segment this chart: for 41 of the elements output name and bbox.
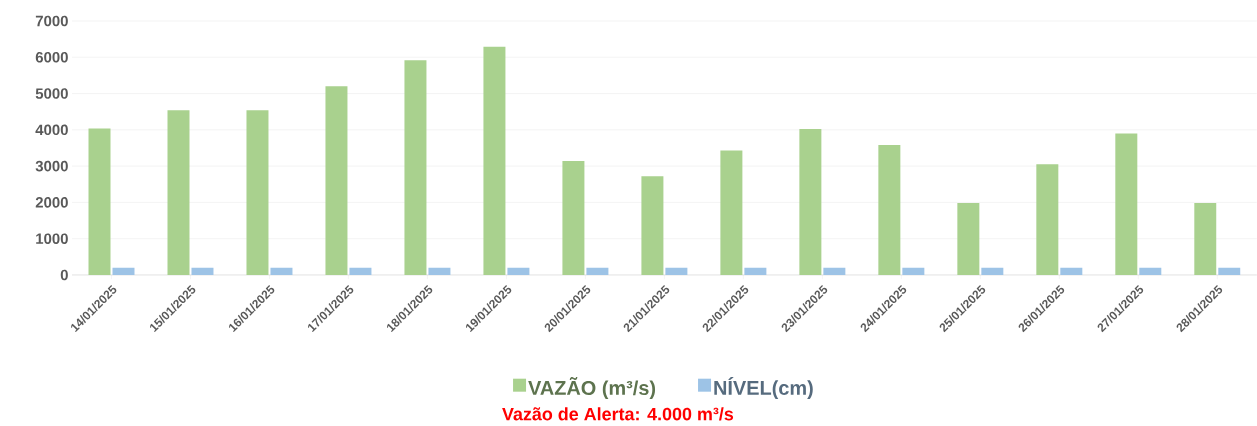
- bar: [1194, 203, 1217, 275]
- bar: [88, 128, 111, 275]
- y-tick-label: 0: [60, 269, 68, 281]
- bar: [1139, 267, 1162, 275]
- bar: [957, 203, 980, 275]
- bar: [744, 267, 767, 275]
- bar: [428, 267, 451, 275]
- bar: [665, 267, 688, 275]
- legend-label: VAZÃO (m³/s): [528, 377, 656, 399]
- bar: [799, 129, 822, 275]
- y-tick-label: 4000: [35, 124, 68, 136]
- y-tick-label: 6000: [35, 52, 68, 63]
- bar: [562, 161, 585, 275]
- bar: [112, 267, 135, 275]
- legend-label: NÍVEL(cm): [714, 377, 813, 399]
- y-tick-label: 2000: [35, 197, 68, 208]
- y-tick-label: 1000: [36, 233, 68, 244]
- bar: [270, 267, 293, 275]
- bar: [878, 145, 901, 275]
- bar: [1060, 267, 1083, 275]
- bar: [1218, 267, 1241, 275]
- text: Vazão de Alerta: 4.000 m³/s: [502, 407, 734, 421]
- bar: [981, 267, 1004, 275]
- bar: [1115, 133, 1138, 275]
- bar: [325, 86, 348, 275]
- y-tick-label: 7000: [35, 15, 68, 27]
- bar: [823, 267, 846, 275]
- bar: [404, 60, 427, 275]
- bar: [1036, 164, 1059, 275]
- bar: [641, 176, 664, 275]
- bar: [246, 110, 269, 275]
- bar: [167, 110, 190, 275]
- bar: [586, 267, 609, 275]
- bar: [349, 267, 372, 275]
- bar: [507, 267, 530, 275]
- y-tick-label: 5000: [35, 88, 68, 99]
- bar: [483, 46, 506, 275]
- y-tick-label: 3000: [35, 160, 68, 172]
- bar: [720, 150, 743, 275]
- bar: [902, 267, 925, 275]
- bar: [191, 267, 214, 275]
